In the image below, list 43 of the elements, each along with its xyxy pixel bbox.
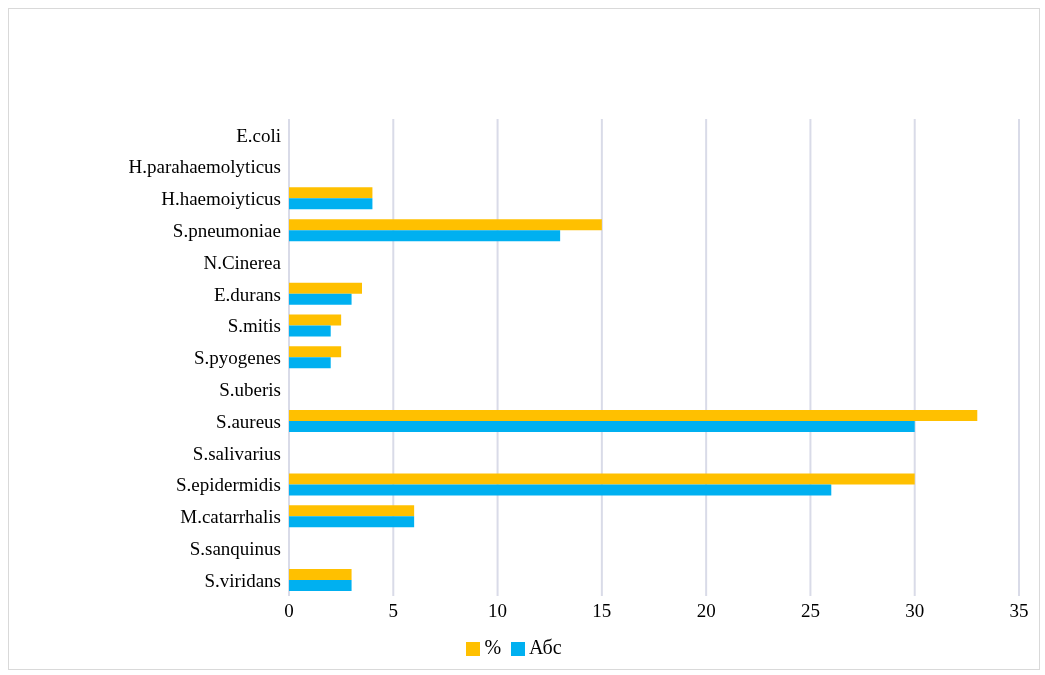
y-tick-label: E.durans	[213, 283, 281, 305]
bar	[289, 314, 342, 326]
x-tick-label: 5	[388, 600, 399, 622]
y-tick-label: S.mitis	[227, 315, 281, 337]
bar	[289, 505, 415, 517]
bar	[289, 420, 915, 432]
x-tick-label: 35	[1009, 600, 1029, 622]
y-tick-label: S.pneumoniae	[172, 220, 281, 242]
legend-label: Абс	[529, 636, 562, 658]
y-tick-label: S.pyogenes	[193, 347, 281, 369]
bar	[289, 484, 832, 496]
x-tick-label: 0	[284, 600, 294, 622]
y-tick-label: H.parahaemolyticus	[128, 156, 281, 178]
bar	[289, 282, 362, 294]
bar	[289, 325, 331, 337]
y-tick-label: S.aureus	[216, 410, 281, 432]
bar	[289, 579, 352, 591]
bar	[289, 230, 561, 242]
y-tick-label: S.salivarius	[192, 442, 281, 464]
x-tick-label: 30	[905, 600, 925, 622]
bar	[289, 293, 352, 305]
x-tick-label: 20	[696, 600, 716, 622]
bar	[289, 219, 602, 231]
x-tick-label: 15	[592, 600, 612, 622]
legend-label: %	[484, 636, 502, 658]
bar	[289, 346, 342, 358]
bar	[289, 409, 978, 421]
y-tick-label: S.uberis	[219, 379, 281, 401]
x-tick-label: 25	[800, 600, 820, 622]
y-tick-label: S.epidermidis	[175, 474, 281, 496]
y-tick-label: S.viridans	[204, 569, 281, 591]
bar	[289, 473, 915, 485]
y-tick-label: N.Cinerea	[203, 251, 282, 273]
y-tick-label: H.haemoiyticus	[161, 188, 281, 210]
x-tick-label: 10	[488, 600, 508, 622]
bar	[289, 198, 373, 210]
bar	[289, 568, 352, 580]
bar	[289, 187, 373, 199]
y-tick-label: S.sanquinus	[189, 538, 281, 560]
bar	[289, 516, 415, 528]
bar	[289, 357, 331, 369]
y-tick-label: M.catarrhalis	[180, 506, 281, 528]
y-tick-label: E.coli	[236, 124, 281, 146]
